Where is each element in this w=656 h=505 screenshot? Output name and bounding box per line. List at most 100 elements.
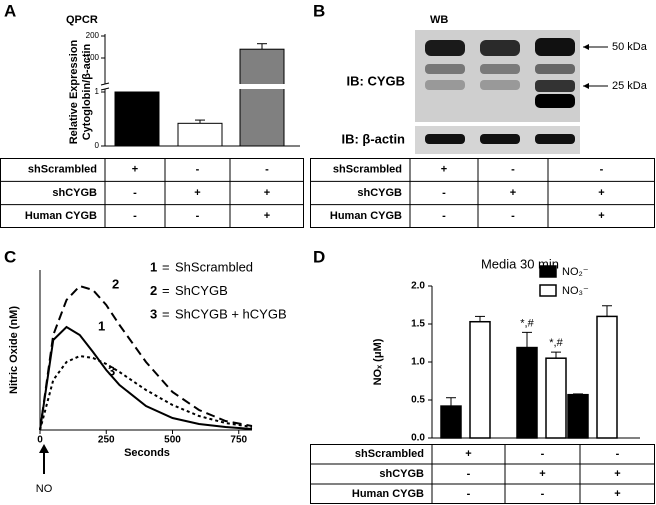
y-tick-label: 0	[95, 141, 100, 150]
bar	[239, 48, 285, 147]
row-label: shCYGB	[357, 187, 402, 199]
x-axis-label: Seconds	[124, 447, 170, 459]
blot-marker: 50 kDa	[612, 41, 648, 53]
blot-marker: 25 kDa	[612, 80, 648, 92]
blot-title: WB	[430, 14, 448, 26]
legend-key: 1	[150, 259, 157, 274]
table-cell: +	[465, 448, 471, 460]
blot-row-label: IB: β-actin	[341, 131, 405, 146]
bar	[516, 346, 538, 439]
table-cell: +	[441, 164, 447, 176]
table-cell: -	[600, 164, 604, 176]
curve-label: 1	[98, 318, 105, 333]
x-tick-label: 250	[98, 435, 115, 446]
bar	[567, 393, 589, 439]
row-label: Human CYGB	[25, 210, 97, 222]
table-cell: -	[511, 210, 515, 222]
row-label: shScrambled	[355, 448, 424, 460]
bar	[177, 122, 223, 147]
annotation: NO	[36, 483, 53, 495]
table-cell: +	[614, 468, 620, 480]
x-tick-label: 0	[37, 435, 43, 446]
table-border	[310, 444, 655, 504]
legend-separator: =	[162, 306, 170, 321]
table-cell: -	[467, 488, 471, 500]
row-label: shCYGB	[379, 468, 424, 480]
table-cell: -	[616, 448, 620, 460]
blot-row-label: IB: CYGB	[347, 73, 406, 88]
y-tick-label: 1.5	[411, 319, 425, 330]
axis-break	[100, 82, 110, 86]
axis-break-gap	[239, 84, 285, 89]
y-axis-label: NOₓ (μM)	[372, 338, 384, 385]
line-series	[39, 325, 253, 431]
significance-label: *,#	[549, 337, 563, 349]
table-cell: +	[264, 210, 270, 222]
table-cell: -	[541, 448, 545, 460]
y-tick-label: 200	[86, 31, 100, 40]
table-cell: +	[194, 187, 200, 199]
table-cell: -	[442, 187, 446, 199]
curve-label: 2	[112, 276, 119, 291]
y-tick-label: 0.5	[411, 395, 425, 406]
legend-label: NO₃⁻	[562, 285, 589, 297]
legend-label: NO₂⁻	[562, 266, 589, 278]
table-cell: -	[467, 468, 471, 480]
panel-label: A	[4, 1, 16, 20]
legend-label: ShScrambled	[175, 259, 253, 274]
significance-label: *,#	[520, 317, 534, 329]
bar	[440, 405, 462, 439]
bar	[596, 315, 618, 439]
blot-image	[415, 30, 608, 154]
table-cell: +	[264, 187, 270, 199]
chart-title: QPCR	[66, 14, 98, 26]
panel-label: B	[313, 1, 325, 20]
table-cell: -	[511, 164, 515, 176]
table-cell: +	[510, 187, 516, 199]
y-axis-label: Nitric Oxide (nM)	[8, 306, 20, 394]
row-label: shCYGB	[52, 187, 97, 199]
y-tick-label: 1	[95, 87, 100, 96]
table-cell: +	[598, 210, 604, 222]
annotation-arrowhead	[39, 444, 49, 453]
legend-separator: =	[162, 283, 170, 298]
legend-separator: =	[162, 259, 170, 274]
legend-key: 2	[150, 283, 157, 298]
row-label: shScrambled	[333, 164, 402, 176]
y-tick-label: 100	[86, 53, 100, 62]
table-cell: -	[541, 488, 545, 500]
row-label: Human CYGB	[352, 488, 424, 500]
row-label: shScrambled	[28, 164, 97, 176]
bar	[469, 320, 491, 439]
legend-swatch	[539, 284, 557, 297]
x-tick-label: 750	[230, 435, 247, 446]
curve-label: 3	[108, 363, 115, 378]
legend-swatch	[539, 265, 557, 278]
table-border	[0, 158, 304, 228]
table-cell: -	[133, 187, 137, 199]
table-cell: +	[598, 187, 604, 199]
x-tick-label: 500	[164, 435, 181, 446]
y-axis-label: Cytoglobin/β-actin	[81, 43, 93, 140]
y-tick-label: 1.0	[411, 357, 425, 368]
table-cell: +	[539, 468, 545, 480]
axis-break	[100, 87, 110, 91]
legend-label: ShCYGB	[175, 283, 228, 298]
table-border	[310, 158, 655, 228]
table-cell: -	[133, 210, 137, 222]
panel-label: C	[4, 247, 16, 266]
legend-key: 3	[150, 306, 157, 321]
bar	[114, 91, 160, 147]
y-tick-label: 2.0	[411, 281, 425, 292]
table-cell: -	[196, 210, 200, 222]
table-cell: -	[265, 164, 269, 176]
table-cell: +	[614, 488, 620, 500]
legend-label: ShCYGB + hCYGB	[175, 306, 287, 321]
y-axis-label: Relative Expression	[68, 39, 80, 144]
panel-label: D	[313, 247, 325, 266]
table-cell: -	[196, 164, 200, 176]
table-cell: +	[132, 164, 138, 176]
line-series	[39, 284, 253, 431]
